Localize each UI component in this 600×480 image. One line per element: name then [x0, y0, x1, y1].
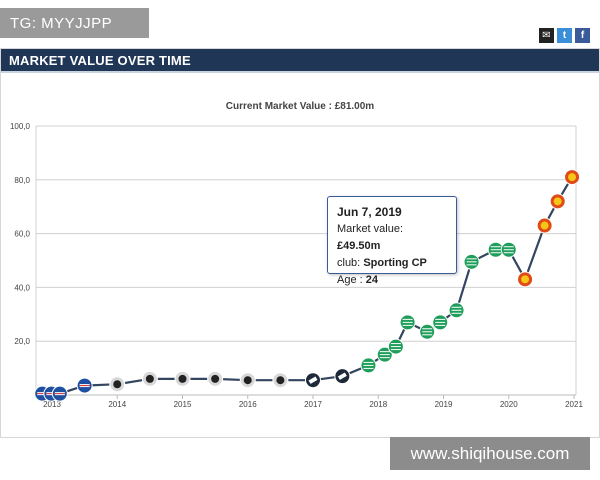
- x-tick-label: 2015: [174, 400, 192, 409]
- tooltip-age-label: Age :: [337, 274, 363, 286]
- x-tick-label: 2019: [435, 400, 453, 409]
- tg-badge: TG: MYYJJPP: [0, 8, 149, 38]
- facebook-icon: f: [580, 30, 585, 41]
- tg-badge-text: TG: MYYJJPP: [10, 14, 113, 32]
- x-tick-label: 2021: [565, 400, 583, 409]
- watermark-text: www.shiqihouse.com: [410, 443, 570, 463]
- watermark: www.shiqihouse.com: [390, 437, 590, 470]
- x-tick-label: 2013: [43, 400, 61, 409]
- tooltip-club: Sporting CP: [363, 257, 427, 269]
- x-tick-label: 2020: [500, 400, 518, 409]
- y-tick-label: 60,0: [14, 230, 30, 239]
- crest-band: [79, 385, 90, 387]
- crest-center: [243, 376, 252, 385]
- tooltip-club-label: club:: [337, 257, 361, 269]
- twitter-icon: t: [562, 30, 567, 41]
- tooltip-club-row: club: Sporting CP: [337, 255, 447, 272]
- crest-center: [521, 275, 530, 284]
- x-tick-label: 2018: [369, 400, 387, 409]
- crest-band: [54, 393, 65, 395]
- tooltip: Jun 7, 2019 Market value: £49.50m club: …: [327, 196, 457, 286]
- crest-center: [211, 374, 220, 383]
- panel-title: MARKET VALUE OVER TIME: [1, 49, 599, 73]
- chart-title: Current Market Value : £81.00m: [225, 101, 375, 112]
- crest-center: [113, 380, 122, 389]
- crest-center: [145, 374, 154, 383]
- tooltip-date: Jun 7, 2019: [337, 205, 402, 219]
- crest-center: [553, 197, 562, 206]
- y-tick-label: 20,0: [14, 337, 30, 346]
- twitter-share-button[interactable]: t: [557, 28, 572, 43]
- tooltip-value: £49.50m: [337, 240, 381, 252]
- panel-title-text: MARKET VALUE OVER TIME: [9, 52, 191, 68]
- crest-band: [337, 372, 347, 380]
- crest-band: [46, 393, 57, 395]
- y-tick-label: 40,0: [14, 283, 30, 292]
- tooltip-value-row: Market value: £49.50m: [337, 221, 447, 255]
- crest-band: [37, 393, 48, 395]
- y-tick-label: 100,0: [10, 122, 31, 131]
- facebook-share-button[interactable]: f: [575, 28, 590, 43]
- series-line: [42, 176, 573, 395]
- tooltip-age-row: Age : 24: [337, 272, 447, 289]
- y-tick-label: 80,0: [14, 176, 30, 185]
- mail-share-button[interactable]: ✉: [539, 28, 554, 43]
- crest-center: [540, 221, 549, 230]
- market-value-panel: MARKET VALUE OVER TIME: [0, 48, 600, 438]
- x-tick-label: 2014: [108, 400, 126, 409]
- share-buttons: ✉ t f: [539, 28, 590, 43]
- tooltip-value-label: Market value:: [337, 223, 404, 235]
- crest-center: [568, 173, 577, 182]
- x-tick-label: 2017: [304, 400, 322, 409]
- crest-center: [276, 376, 285, 385]
- x-tick-label: 2016: [239, 400, 257, 409]
- crest-band: [308, 376, 318, 384]
- mail-icon: ✉: [542, 30, 551, 41]
- crest-center: [178, 374, 187, 383]
- tooltip-age: 24: [365, 274, 378, 286]
